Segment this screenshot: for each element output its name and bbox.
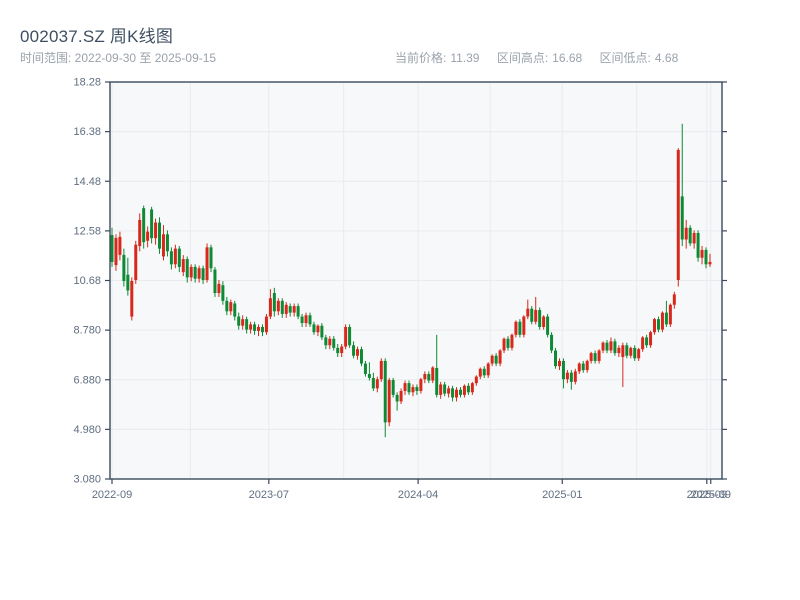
stats-row: 当前价格: 11.39 区间高点: 16.68 区间低点: 4.68 [395,49,692,66]
svg-text:2024-04: 2024-04 [398,489,438,501]
svg-text:10.68: 10.68 [73,275,101,287]
stat-range-high-value: 16.68 [552,51,583,65]
stat-range-low: 区间低点: 4.68 [600,51,679,65]
svg-text:12.58: 12.58 [73,225,101,237]
date-range-label: 时间范围: 2022-09-30 至 2025-09-15 [20,51,217,65]
svg-text:18.28: 18.28 [73,77,101,89]
svg-text:6.880: 6.880 [73,374,101,386]
stat-range-low-value: 4.68 [654,51,679,65]
svg-text:2025-01: 2025-01 [542,489,582,501]
svg-text:14.48: 14.48 [73,176,101,188]
stat-current-price-value: 11.39 [450,51,480,65]
stat-current-price: 当前价格: 11.39 [395,51,479,65]
svg-text:8.780: 8.780 [73,325,101,337]
stat-current-price-label: 当前价格: [395,51,447,65]
stat-range-high: 区间高点: 16.68 [497,51,582,65]
svg-text:4.980: 4.980 [73,424,101,436]
stat-range-low-label: 区间低点: [599,51,651,65]
svg-text:2025-09: 2025-09 [691,489,731,501]
svg-text:2023-07: 2023-07 [249,489,289,501]
stat-range-high-label: 区间高点: [496,51,549,65]
svg-text:3.080: 3.080 [73,474,101,486]
svg-text:16.38: 16.38 [73,126,101,138]
svg-text:2025-09: 2025-09 [687,489,727,501]
svg-text:2022-09: 2022-09 [92,489,132,501]
page-title: 002037.SZ 周K线图 [20,27,174,46]
